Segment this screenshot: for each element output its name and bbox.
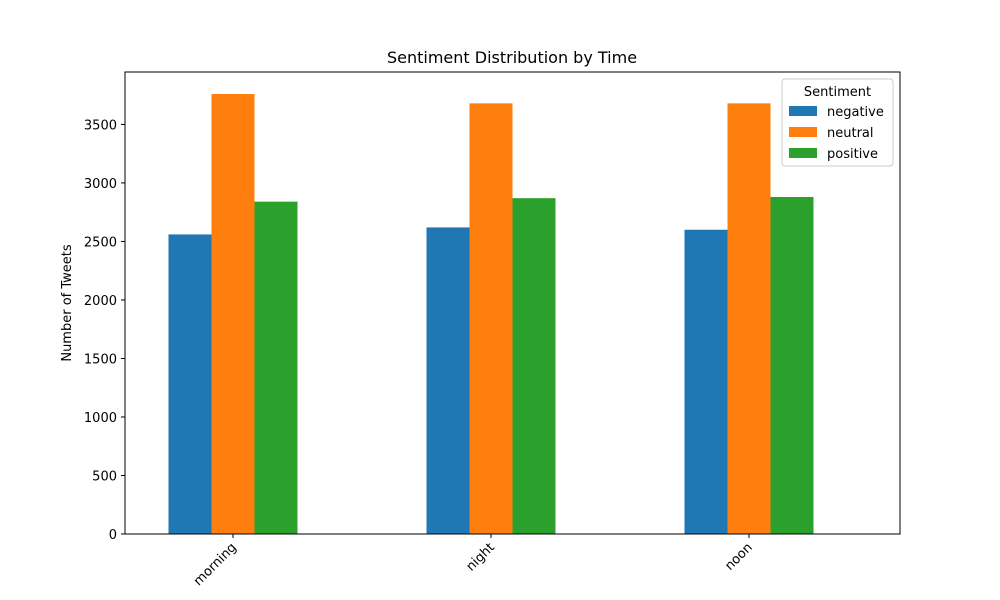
y-tick-label: 3000 — [84, 177, 117, 192]
bar-negative-morning — [168, 234, 212, 534]
bar-negative-noon — [684, 229, 728, 534]
y-axis-ticks: 0 500 1000 1500 2000 2500 3000 3500 — [84, 118, 125, 543]
legend-title: Sentiment — [804, 85, 871, 100]
bar-neutral-morning — [211, 94, 255, 534]
y-tick-label: 2000 — [84, 294, 117, 309]
bar-negative-night — [426, 227, 470, 535]
bar-positive-noon — [770, 196, 814, 534]
bar-neutral-noon — [727, 103, 771, 535]
y-tick-label: 2500 — [84, 235, 117, 250]
plot-area-frame — [124, 71, 901, 535]
legend-swatch-negative — [789, 106, 817, 116]
x-axis-ticks: morning night noon — [191, 534, 756, 589]
legend-swatch-neutral — [789, 127, 817, 137]
chart-title: Sentiment Distribution by Time — [387, 48, 637, 67]
legend: Sentiment negative neutral positive — [781, 78, 894, 167]
legend-label-negative: negative — [827, 105, 884, 120]
y-tick-label: 1500 — [84, 352, 117, 367]
legend-label-positive: positive — [827, 147, 878, 162]
bars-layer — [168, 94, 814, 535]
y-tick-label: 500 — [92, 469, 117, 484]
x-tick-label: morning — [191, 540, 240, 589]
y-tick-label: 3500 — [84, 118, 117, 133]
legend-swatch-positive — [789, 148, 817, 158]
x-tick-label: night — [464, 540, 498, 574]
bar-positive-night — [512, 198, 556, 535]
bar-neutral-night — [469, 103, 513, 535]
legend-label-neutral: neutral — [827, 126, 874, 141]
x-tick-label: noon — [722, 540, 756, 574]
bar-positive-morning — [254, 201, 298, 534]
y-tick-label: 1000 — [84, 411, 117, 426]
y-axis-label: Number of Tweets — [60, 244, 75, 362]
legend-box — [781, 78, 894, 167]
y-tick-label: 0 — [109, 528, 117, 543]
